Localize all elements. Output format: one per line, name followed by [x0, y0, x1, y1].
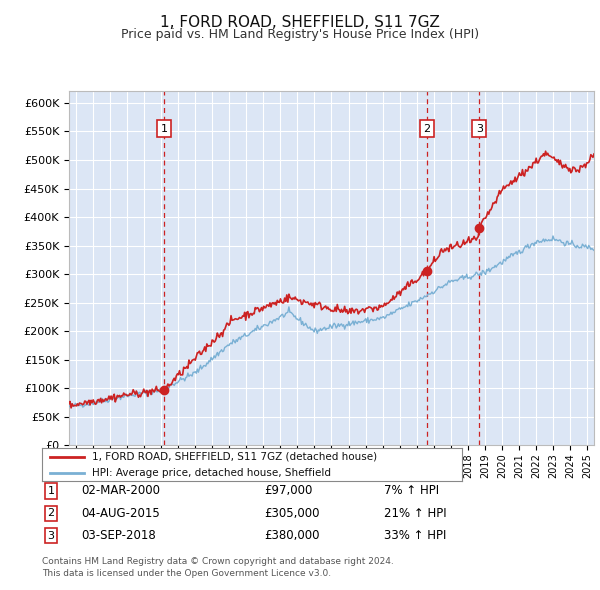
Text: 02-MAR-2000: 02-MAR-2000 — [81, 484, 160, 497]
Text: 1: 1 — [160, 123, 167, 133]
Text: 1, FORD ROAD, SHEFFIELD, S11 7GZ (detached house): 1, FORD ROAD, SHEFFIELD, S11 7GZ (detach… — [92, 451, 377, 461]
Text: Contains HM Land Registry data © Crown copyright and database right 2024.: Contains HM Land Registry data © Crown c… — [42, 558, 394, 566]
Text: 33% ↑ HPI: 33% ↑ HPI — [384, 529, 446, 542]
Text: 7% ↑ HPI: 7% ↑ HPI — [384, 484, 439, 497]
Text: 3: 3 — [476, 123, 483, 133]
Text: £380,000: £380,000 — [264, 529, 320, 542]
Text: 2: 2 — [47, 509, 55, 518]
Text: This data is licensed under the Open Government Licence v3.0.: This data is licensed under the Open Gov… — [42, 569, 331, 578]
Text: 03-SEP-2018: 03-SEP-2018 — [81, 529, 156, 542]
Text: HPI: Average price, detached house, Sheffield: HPI: Average price, detached house, Shef… — [92, 468, 331, 478]
Text: 1: 1 — [47, 486, 55, 496]
Text: £305,000: £305,000 — [264, 507, 320, 520]
Text: 3: 3 — [47, 531, 55, 540]
Text: Price paid vs. HM Land Registry's House Price Index (HPI): Price paid vs. HM Land Registry's House … — [121, 28, 479, 41]
Text: 04-AUG-2015: 04-AUG-2015 — [81, 507, 160, 520]
Text: 1, FORD ROAD, SHEFFIELD, S11 7GZ: 1, FORD ROAD, SHEFFIELD, S11 7GZ — [160, 15, 440, 30]
Text: £97,000: £97,000 — [264, 484, 313, 497]
Text: 2: 2 — [423, 123, 430, 133]
Text: 21% ↑ HPI: 21% ↑ HPI — [384, 507, 446, 520]
